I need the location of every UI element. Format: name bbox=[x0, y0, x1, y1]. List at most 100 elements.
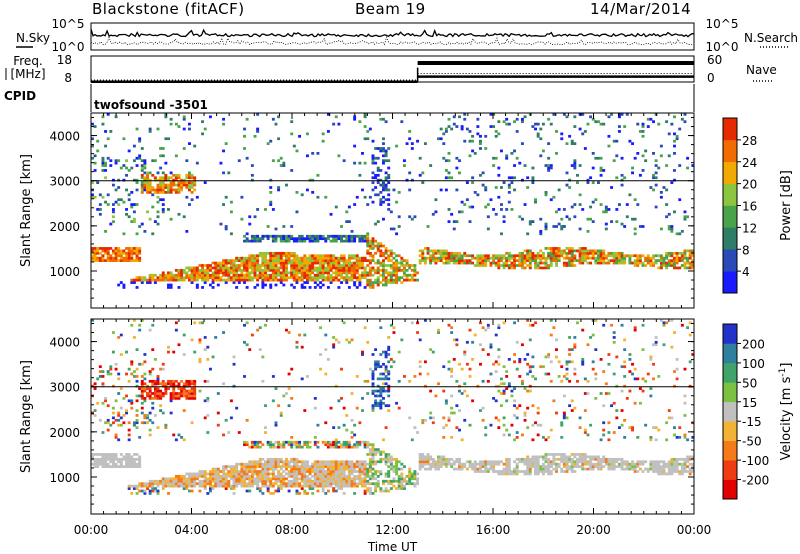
velocity-cell bbox=[227, 482, 231, 486]
velocity-cell bbox=[342, 406, 346, 410]
power-cell bbox=[384, 281, 388, 284]
velocity-cell bbox=[324, 475, 328, 478]
power-cell bbox=[101, 161, 105, 165]
velocity-cell bbox=[460, 465, 464, 468]
power-cell bbox=[673, 144, 676, 148]
power-cell bbox=[450, 176, 454, 180]
power-cell bbox=[347, 239, 351, 243]
power-cell bbox=[334, 239, 338, 243]
power-cell bbox=[363, 239, 367, 243]
power-cell bbox=[602, 254, 606, 258]
velocity-cell bbox=[505, 370, 509, 373]
velocity-cell bbox=[250, 462, 254, 466]
velocity-cell bbox=[361, 482, 364, 486]
power-cell bbox=[382, 251, 385, 255]
power-cell bbox=[549, 251, 553, 255]
velocity-cell bbox=[536, 467, 540, 471]
velocity-cell bbox=[374, 448, 378, 451]
velocity-cell bbox=[355, 477, 359, 481]
velocity-cell bbox=[290, 440, 294, 444]
power-cell bbox=[271, 208, 275, 211]
power-cell bbox=[494, 212, 498, 216]
power-cell bbox=[122, 251, 126, 255]
power-cell bbox=[652, 264, 655, 267]
power-cell bbox=[185, 271, 189, 275]
velocity-cell bbox=[379, 450, 383, 454]
power-cell bbox=[203, 281, 207, 284]
velocity-cell bbox=[549, 319, 553, 322]
power-cell bbox=[358, 276, 362, 280]
velocity-cell bbox=[573, 455, 577, 459]
power-cell bbox=[368, 261, 372, 265]
power-cell bbox=[334, 266, 338, 270]
power-cell bbox=[547, 142, 551, 145]
velocity-cell bbox=[174, 482, 178, 486]
noise-ytick-left: 10^5 bbox=[52, 17, 85, 31]
velocity-cell bbox=[211, 467, 215, 471]
velocity-cell bbox=[395, 487, 399, 490]
power-cell bbox=[266, 266, 270, 270]
velocity-cell bbox=[287, 443, 291, 447]
velocity-cell bbox=[203, 379, 207, 383]
power-cell bbox=[363, 269, 367, 272]
power-cell bbox=[371, 254, 375, 258]
power-cell bbox=[576, 259, 579, 262]
power-cell bbox=[250, 164, 254, 167]
velocity-cell bbox=[568, 465, 572, 468]
power-cell bbox=[442, 254, 446, 258]
power-cell bbox=[408, 215, 412, 219]
power-cell bbox=[526, 259, 530, 262]
power-cell bbox=[573, 166, 577, 170]
velocity-cell bbox=[285, 457, 288, 461]
power-cell bbox=[591, 251, 595, 255]
power-cell bbox=[287, 256, 291, 260]
velocity-cell bbox=[138, 328, 142, 332]
velocity-cell bbox=[298, 460, 302, 464]
power-cell bbox=[387, 176, 391, 180]
velocity-cell bbox=[549, 360, 553, 364]
velocity-cell bbox=[143, 414, 147, 417]
power-cell bbox=[279, 256, 283, 260]
power-cell bbox=[376, 193, 380, 197]
velocity-cell bbox=[295, 470, 299, 473]
power-cell bbox=[382, 269, 385, 272]
velocity-cell bbox=[305, 492, 309, 495]
velocity-cell bbox=[371, 404, 375, 408]
power-cell bbox=[434, 251, 438, 255]
velocity-cell bbox=[258, 477, 262, 481]
power-cell bbox=[565, 256, 569, 260]
power-cell bbox=[382, 142, 385, 145]
velocity-cell bbox=[256, 484, 260, 488]
power-cell bbox=[148, 276, 152, 280]
power-cell bbox=[269, 273, 273, 277]
power-cell bbox=[562, 261, 566, 265]
velocity-cell bbox=[140, 362, 144, 366]
power-cell bbox=[311, 237, 315, 241]
velocity-cell bbox=[576, 465, 579, 468]
power-cell bbox=[321, 273, 325, 277]
power-cell bbox=[106, 193, 110, 197]
power-cell bbox=[292, 264, 296, 267]
velocity-cell bbox=[277, 479, 281, 483]
velocity-cell bbox=[413, 470, 417, 473]
power-cell bbox=[172, 188, 176, 192]
velocity-cell bbox=[368, 482, 372, 486]
velocity-cell bbox=[353, 477, 357, 481]
power-cell bbox=[326, 259, 330, 262]
velocity-cell bbox=[560, 365, 564, 369]
power-cell bbox=[547, 251, 551, 255]
velocity-cell bbox=[114, 418, 118, 422]
velocity-cell bbox=[101, 455, 105, 459]
velocity-cell bbox=[573, 453, 577, 456]
power-cell bbox=[164, 115, 168, 119]
power-cell bbox=[353, 239, 357, 243]
velocity-cell bbox=[261, 467, 265, 471]
velocity-cell bbox=[258, 440, 262, 444]
velocity-cell bbox=[413, 477, 417, 481]
velocity-cell bbox=[560, 453, 564, 456]
power-cell bbox=[499, 232, 503, 236]
power-cell bbox=[140, 147, 144, 150]
power-cell bbox=[151, 276, 155, 280]
velocity-cell bbox=[371, 406, 375, 410]
velocity-cell bbox=[305, 482, 309, 486]
